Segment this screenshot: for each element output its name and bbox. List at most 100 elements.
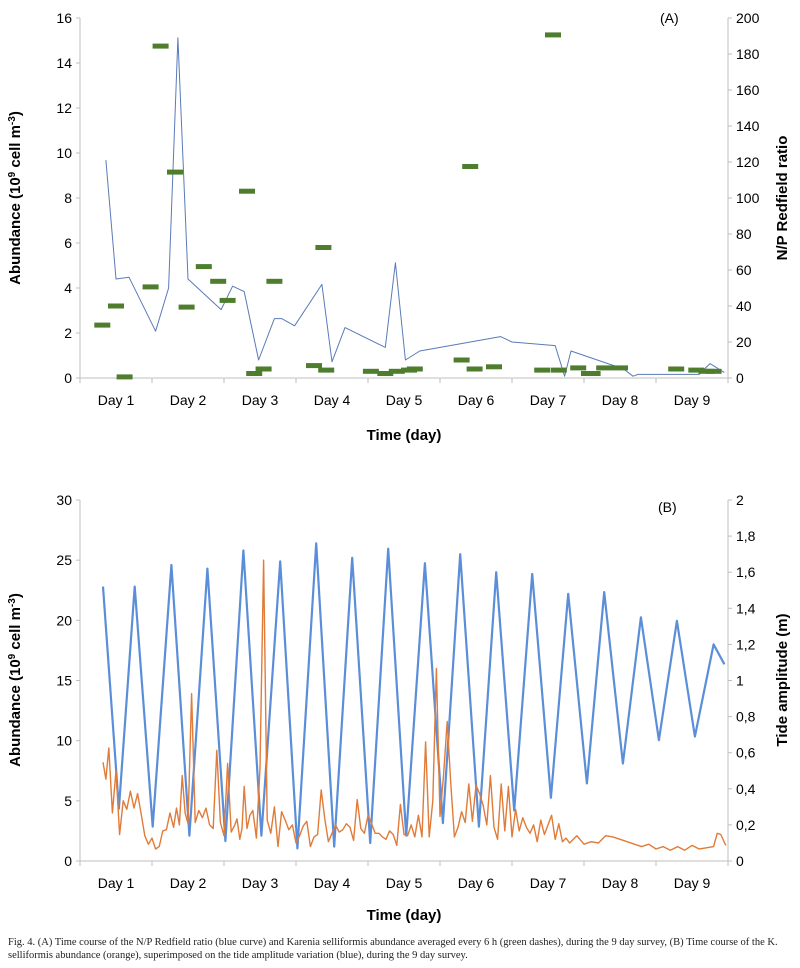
panel-a-right-axis-ticks: 0 20 40 60 80 100 120 140 160 180 200 <box>728 10 760 386</box>
abundance-dash <box>462 164 479 169</box>
right-tick-label: 200 <box>736 10 760 26</box>
left-tick-label: 2 <box>64 325 72 341</box>
panel-a-x-axis-ticks: Day 1 Day 2 Day 3 Day 4 Day 5 Day 6 Day 7 Day 8… <box>79 378 729 408</box>
right-tick-label: 60 <box>736 262 752 278</box>
abundance-dash <box>545 32 561 38</box>
right-tick-label: 0 <box>736 370 744 386</box>
panel-a-label: (A) <box>660 10 679 26</box>
right-tick-label: 80 <box>736 226 752 242</box>
right-tick-label: 0 <box>736 853 744 869</box>
x-tick-label: Day 6 <box>458 875 495 891</box>
x-tick-label: Day 3 <box>242 392 279 408</box>
abundance-dash <box>318 367 335 373</box>
left-tick-label: 0 <box>64 370 72 386</box>
x-tick-label: Day 5 <box>386 875 423 891</box>
right-tick-label: 1,4 <box>736 600 756 616</box>
left-tick-label: 0 <box>64 853 72 869</box>
x-tick-label: Day 2 <box>170 875 207 891</box>
left-tick-label: 4 <box>64 280 72 296</box>
panel-a-left-axis-ticks: 0 2 4 6 8 10 12 14 16 <box>56 10 80 386</box>
abundance-dash <box>453 357 470 363</box>
abundance-dash <box>246 371 263 376</box>
right-tick-label: 0,4 <box>736 781 756 797</box>
x-tick-label: Day 1 <box>98 875 135 891</box>
series-line <box>105 37 725 377</box>
abundance-dash <box>596 365 613 371</box>
abundance-dash <box>178 304 195 310</box>
left-tick-label: 8 <box>64 190 72 206</box>
figure-caption: Fig. 4. (A) Time course of the N/P Redfi… <box>8 937 778 961</box>
left-tick-label: 30 <box>56 492 72 508</box>
panel-b-left-axis-ticks: 0 5 10 15 20 25 30 <box>56 492 80 869</box>
abundance-dash <box>315 245 332 250</box>
abundance-dash <box>219 297 236 303</box>
abundance-dash <box>486 364 502 370</box>
abundance-dash <box>142 284 159 290</box>
right-tick-label: 40 <box>736 298 752 314</box>
abundance-dash <box>584 371 601 376</box>
right-tick-label: 0,6 <box>736 745 756 761</box>
panel-a-y-right-axis-title: N/P Redfield ratio <box>774 136 791 261</box>
abundance-dash <box>534 367 551 373</box>
abundance-dash <box>195 264 212 270</box>
panel-b-right-axis-ticks: 0 0,2 0,4 0,6 0,8 1 1,2 1,4 1,6 1,8 2 <box>728 492 756 869</box>
abundance-dash <box>466 366 483 372</box>
right-tick-label: 2 <box>736 492 744 508</box>
right-tick-label: 120 <box>736 154 760 170</box>
abundance-dash <box>362 368 379 374</box>
left-tick-label: 16 <box>56 10 72 26</box>
panel-b-chart: 0 5 10 15 20 25 30 0 0,2 0,4 0,6 0,8 1 1,2 1,4 1,6 1,8 2… <box>7 492 791 924</box>
left-tick-label: 25 <box>56 552 72 568</box>
left-tick-label: 10 <box>56 733 72 749</box>
panel-a-redfield-ratio-series <box>105 37 725 377</box>
right-tick-label: 1 <box>736 673 744 689</box>
panel-b-x-axis-ticks: Day 1 Day 2 Day 3 Day 4 Day 5 Day 6 Day 7 Day 8… <box>79 861 729 891</box>
panel-b-label: (B) <box>658 499 677 515</box>
abundance-dash <box>570 365 587 371</box>
right-tick-label: 1,2 <box>736 636 756 652</box>
right-tick-label: 100 <box>736 190 760 206</box>
panel-a-abundance-series <box>94 32 722 380</box>
left-tick-label: 20 <box>56 612 72 628</box>
left-tick-label: 5 <box>64 793 72 809</box>
panel-b-tide-amplitude-series <box>101 542 726 850</box>
right-tick-label: 180 <box>736 46 760 62</box>
abundance-dash <box>688 367 705 373</box>
abundance-dash <box>668 366 685 372</box>
abundance-dash <box>152 43 169 49</box>
x-tick-label: Day 7 <box>530 875 567 891</box>
right-tick-label: 0,2 <box>736 817 756 833</box>
left-tick-label: 10 <box>56 145 72 161</box>
abundance-dash <box>388 368 405 374</box>
x-tick-label: Day 4 <box>314 875 351 891</box>
x-tick-label: Day 9 <box>674 392 711 408</box>
x-tick-label: Day 7 <box>530 392 567 408</box>
abundance-dash <box>239 188 255 194</box>
abundance-dash <box>94 322 111 328</box>
right-tick-label: 160 <box>736 82 760 98</box>
x-tick-label: Day 8 <box>602 392 639 408</box>
left-tick-label: 14 <box>56 55 72 71</box>
abundance-dash <box>210 278 227 284</box>
abundance-dash <box>705 368 722 374</box>
panel-b-y-left-axis-title: Abundance (109 cell m-3) <box>7 593 24 767</box>
x-tick-label: Day 4 <box>314 392 351 408</box>
panel-a-chart: 0 2 4 6 8 10 12 14 16 0 20 40 60 80 100 120 140 160 180 20… <box>7 10 791 444</box>
x-tick-label: Day 6 <box>458 392 495 408</box>
left-tick-label: 15 <box>56 673 72 689</box>
panel-b-abundance-series <box>102 559 727 851</box>
abundance-dash <box>255 366 272 372</box>
left-tick-label: 6 <box>64 235 72 251</box>
panel-b-y-right-axis-title: Tide amplitude (m) <box>774 613 791 746</box>
x-tick-label: Day 8 <box>602 875 639 891</box>
abundance-dash <box>306 363 322 369</box>
abundance-dash <box>550 367 567 373</box>
abundance-dash <box>266 278 283 284</box>
right-tick-label: 1,8 <box>736 528 756 544</box>
panel-a-y-left-axis-title: Abundance (109 cell m-3) <box>7 111 24 285</box>
abundance-dash <box>612 365 628 371</box>
series-line <box>101 542 726 850</box>
abundance-dash <box>377 371 394 376</box>
abundance-dash <box>108 303 124 309</box>
right-tick-label: 0,8 <box>736 709 756 725</box>
